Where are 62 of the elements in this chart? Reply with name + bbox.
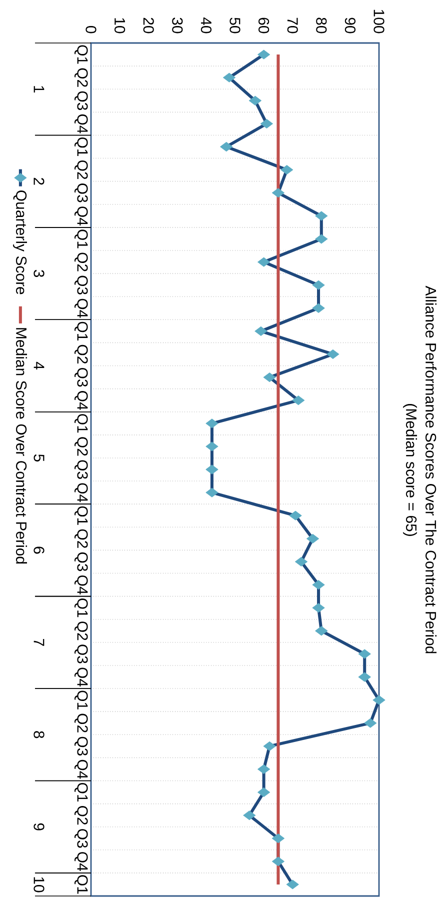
text: Alliance Performance Scores Over The Contract Period [426, 286, 437, 654]
y-tick-label: Q1 [74, 506, 88, 525]
y-tick-label: Q2 [74, 714, 88, 732]
y-tick-label: Q1 [74, 45, 88, 64]
y-tick-label: Q3 [74, 184, 88, 202]
y-tick-label: Q3 [74, 460, 88, 479]
x-tick-label: 30 [172, 18, 183, 34]
x-tick-label: 50 [230, 18, 240, 34]
y-tick-label: Q3 [74, 552, 88, 572]
y-tick-label: Q3 [74, 91, 88, 110]
x-tick-label: 60 [258, 18, 270, 34]
y-tick-label: Q1 [74, 322, 88, 340]
y-tick-label: Q4 [74, 760, 88, 779]
y-tick-label: Q2 [74, 437, 88, 456]
x-tick-label: 70 [287, 18, 298, 34]
x-tick-label: 20 [143, 18, 154, 34]
y-tick-label: Q4 [74, 668, 88, 687]
y-tick-label: Q1 [74, 598, 88, 618]
y-tick-label: Q3 [74, 829, 88, 848]
x-tick-label: 10 [114, 18, 126, 34]
y-tick-label: Q1 [74, 137, 88, 156]
y-tick-label: Q4 [74, 298, 88, 318]
legend-label: Quarterly Score [13, 190, 27, 294]
text: 5 [34, 454, 44, 462]
y-tick-label: Q2 [74, 529, 88, 548]
text: 3 [34, 270, 44, 278]
y-tick-label: Q3 [74, 644, 88, 664]
y-tick-label: Q2 [74, 160, 88, 180]
x-tick-label: 80 [316, 18, 327, 34]
text: 7 [34, 639, 44, 646]
y-tick-label: Q1 [74, 414, 88, 433]
y-tick-label: Q4 [74, 206, 88, 226]
y-tick-label: Q4 [74, 575, 88, 594]
text: 4 [34, 362, 44, 370]
y-tick-label: Q4 [74, 852, 88, 871]
text: (Median score = 65) [403, 404, 417, 536]
y-tick-label: Q4 [74, 483, 88, 502]
y-tick-label: Q1 [74, 230, 88, 248]
x-tick-label: 100 [374, 10, 384, 34]
y-tick-label: Q3 [74, 368, 88, 387]
y-tick-label: Q4 [74, 114, 88, 134]
y-tick-label: Q2 [74, 344, 88, 364]
x-tick-label: 0 [86, 26, 96, 34]
y-tick-label: Q1 [74, 782, 88, 802]
legend-label: Median Score Over Contract Period [16, 328, 27, 564]
x-tick-label: 90 [344, 18, 356, 34]
y-tick-label: Q3 [74, 276, 88, 294]
y-tick-label: Q2 [74, 68, 88, 87]
y-tick-label: Q3 [74, 736, 88, 756]
x-tick-label: 40 [200, 17, 212, 34]
text: 6 [34, 546, 44, 554]
text: 8 [34, 731, 44, 738]
text: 2 [34, 178, 44, 185]
y-tick-label: Q1 [74, 690, 88, 710]
text: 10 [34, 877, 44, 892]
y-tick-label: Q2 [74, 806, 88, 825]
text: 1 [34, 86, 44, 93]
text: 9 [34, 823, 44, 830]
y-tick-label: Q2 [74, 252, 88, 272]
y-tick-label: Q1 [74, 875, 88, 894]
y-tick-label: Q4 [74, 391, 88, 410]
y-tick-label: Q2 [74, 622, 88, 640]
